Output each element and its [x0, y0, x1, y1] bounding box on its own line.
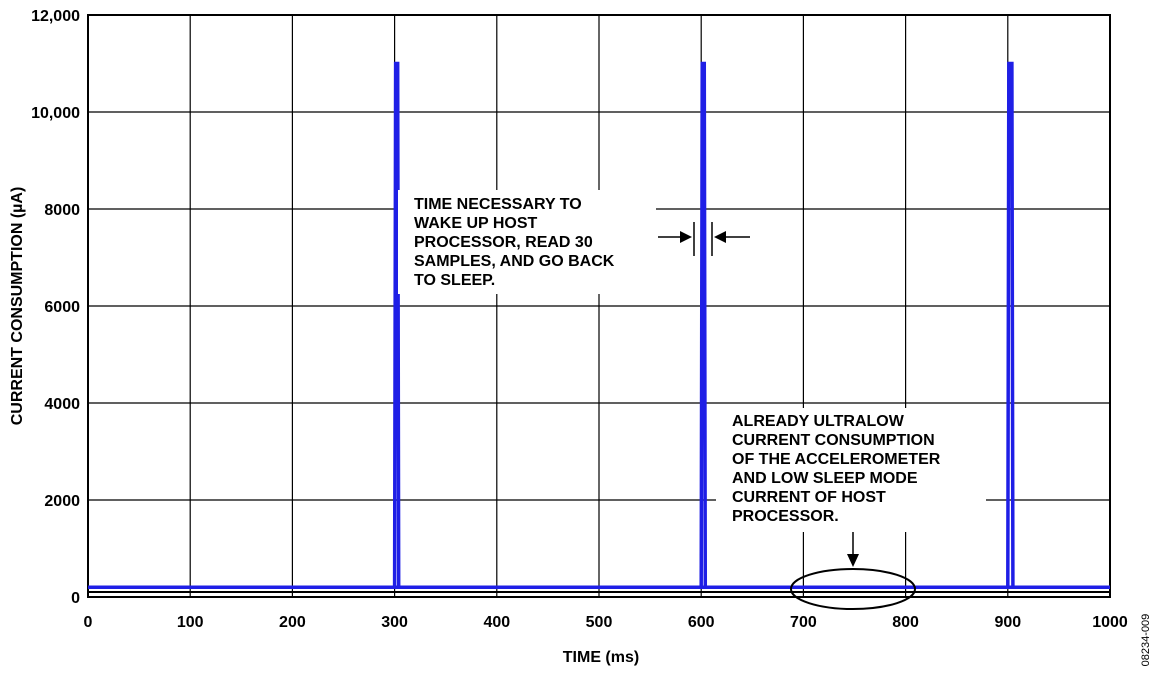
- x-tick-label: 400: [483, 614, 510, 631]
- series-line-segment: [1006, 61, 1015, 588]
- wake-arrow-right-head: [714, 231, 726, 243]
- annotation-wake-line-3: PROCESSOR, READ 30: [414, 234, 593, 251]
- x-tick-label: 700: [790, 614, 817, 631]
- annotation-ultralow-line-5: CURRENT OF HOST: [732, 489, 886, 506]
- annotation-wake-line-5: TO SLEEP.: [414, 272, 495, 289]
- y-tick-label: 10,000: [31, 105, 80, 122]
- ultralow-arrow-head: [847, 554, 859, 567]
- y-tick-label: 8000: [44, 202, 80, 219]
- x-tick-label: 300: [381, 614, 408, 631]
- x-tick-label: 800: [892, 614, 919, 631]
- series-line-segment: [392, 61, 401, 588]
- annotation-ultralow-bg: [716, 408, 986, 532]
- annotation-ultralow: ALREADY ULTRALOW CURRENT CONSUMPTION OF …: [716, 408, 986, 610]
- tick-labels: 0 100 200 300 400 500 600 700 800 900 1000 0 2000 400…: [31, 8, 1128, 631]
- plot-frame: [87, 14, 1111, 598]
- x-tick-label: 100: [177, 614, 204, 631]
- y-tick-label: 2000: [44, 493, 80, 510]
- y-tick-label: 12,000: [31, 8, 80, 25]
- annotation-ultralow-line-6: PROCESSOR.: [732, 508, 839, 525]
- annotation-ultralow-line-3: OF THE ACCELEROMETER: [732, 451, 941, 468]
- wake-arrow-left-head: [680, 231, 692, 243]
- x-tick-label: 600: [688, 614, 715, 631]
- x-tick-label: 900: [994, 614, 1021, 631]
- annotation-wake-line-4: SAMPLES, AND GO BACK: [414, 253, 615, 270]
- annotation-wake-line-2: WAKE UP HOST: [414, 215, 538, 232]
- y-tick-label: 6000: [44, 299, 80, 316]
- figure-id: 08234-009: [1140, 614, 1152, 667]
- x-axis-label: TIME (ms): [563, 649, 639, 666]
- y-tick-label: 4000: [44, 396, 80, 413]
- annotation-wake-time-bg: [398, 190, 656, 294]
- series-line-segment: [699, 61, 708, 588]
- ultralow-ellipse: [790, 568, 916, 610]
- x-tick-label: 500: [586, 614, 613, 631]
- y-tick-label: 0: [71, 590, 80, 607]
- y-axis-label: CURRENT CONSUMPTION (µA): [9, 187, 26, 426]
- annotation-wake-line-1: TIME NECESSARY TO: [414, 196, 582, 213]
- annotation-ultralow-line-2: CURRENT CONSUMPTION: [732, 432, 935, 449]
- annotation-ultralow-line-1: ALREADY ULTRALOW: [732, 413, 905, 430]
- annotation-wake-time: TIME NECESSARY TO WAKE UP HOST PROCESSOR…: [398, 190, 750, 294]
- x-tick-label: 200: [279, 614, 306, 631]
- x-tick-label: 1000: [1092, 614, 1128, 631]
- x-tick-label: 0: [84, 614, 93, 631]
- annotation-ultralow-line-4: AND LOW SLEEP MODE: [732, 470, 918, 487]
- series-current: [88, 61, 1110, 590]
